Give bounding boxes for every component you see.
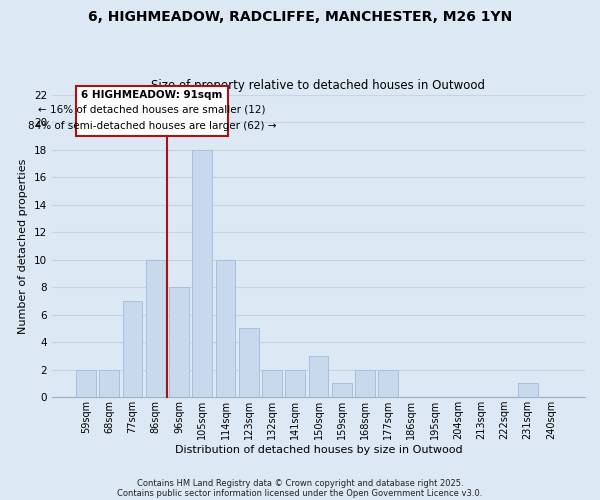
Text: 84% of semi-detached houses are larger (62) →: 84% of semi-detached houses are larger (… [28,121,276,131]
Bar [308,356,328,397]
Bar [286,370,305,397]
Bar [215,260,235,397]
Text: 6, HIGHMEADOW, RADCLIFFE, MANCHESTER, M26 1YN: 6, HIGHMEADOW, RADCLIFFE, MANCHESTER, M2… [88,10,512,24]
Text: ← 16% of detached houses are smaller (12): ← 16% of detached houses are smaller (12… [38,104,266,115]
X-axis label: Distribution of detached houses by size in Outwood: Distribution of detached houses by size … [175,445,462,455]
Bar [146,260,166,397]
Bar [239,328,259,397]
Text: Contains HM Land Registry data © Crown copyright and database right 2025.: Contains HM Land Registry data © Crown c… [137,478,463,488]
FancyBboxPatch shape [76,86,228,136]
Text: Contains public sector information licensed under the Open Government Licence v3: Contains public sector information licen… [118,488,482,498]
Title: Size of property relative to detached houses in Outwood: Size of property relative to detached ho… [151,79,485,92]
Bar [76,370,96,397]
Bar [518,384,538,397]
Bar [100,370,119,397]
Bar [355,370,375,397]
Bar [169,287,189,397]
Bar [332,384,352,397]
Bar [379,370,398,397]
Bar [193,150,212,397]
Bar [262,370,282,397]
Y-axis label: Number of detached properties: Number of detached properties [18,158,28,334]
Bar [122,301,142,397]
Text: 6 HIGHMEADOW: 91sqm: 6 HIGHMEADOW: 91sqm [82,90,223,100]
